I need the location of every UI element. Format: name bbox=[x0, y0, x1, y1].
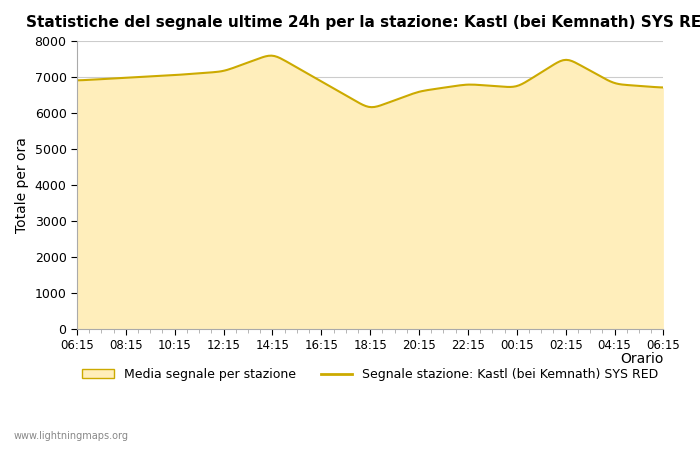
Text: www.lightningmaps.org: www.lightningmaps.org bbox=[14, 431, 129, 441]
Legend: Media segnale per stazione, Segnale stazione: Kastl (bei Kemnath) SYS RED: Media segnale per stazione, Segnale staz… bbox=[77, 363, 663, 386]
Y-axis label: Totale per ora: Totale per ora bbox=[15, 137, 29, 233]
Title: Statistiche del segnale ultime 24h per la stazione: Kastl (bei Kemnath) SYS RED: Statistiche del segnale ultime 24h per l… bbox=[26, 15, 700, 30]
X-axis label: Orario: Orario bbox=[620, 352, 664, 366]
